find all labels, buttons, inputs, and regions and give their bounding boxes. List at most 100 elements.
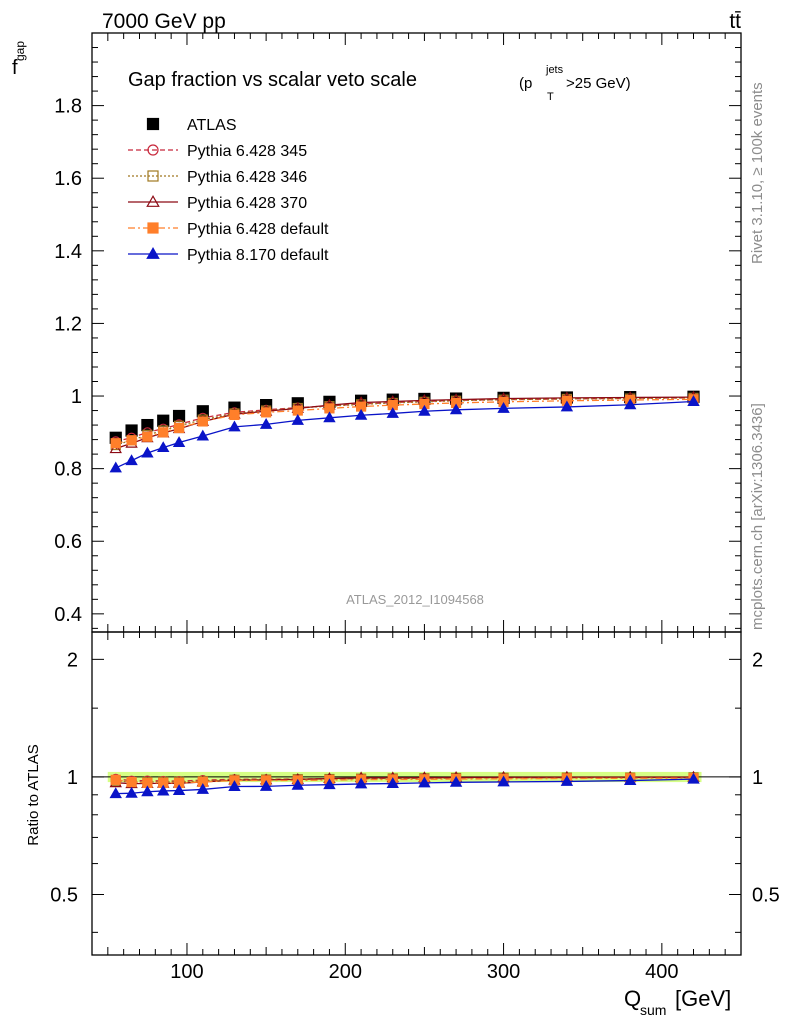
ratio-point — [291, 778, 304, 790]
legend-label: ATLAS — [187, 117, 237, 134]
data-point — [497, 401, 510, 413]
title-cut-close: >25 GeV) — [566, 75, 631, 92]
ratio-point — [110, 774, 121, 785]
legend-marker — [147, 222, 159, 234]
mcplots-reference-label: mcplots.cern.ch [arXiv:1306.3436] — [749, 403, 766, 630]
data-point — [126, 435, 137, 446]
ratio-point — [560, 775, 574, 786]
y-tick-label: 0.8 — [54, 459, 82, 481]
data-point — [197, 416, 208, 427]
legend-item: ATLAS — [146, 117, 237, 134]
ratio-series-5 — [109, 772, 700, 799]
ratio-point — [109, 787, 122, 799]
x-tick-label: 300 — [487, 961, 520, 983]
ratio-point — [687, 772, 700, 784]
ratio-point — [228, 780, 241, 791]
data-point — [142, 431, 153, 442]
title-cut-sub: T — [547, 91, 554, 103]
y-tick-label: 0.6 — [54, 531, 82, 553]
ratio-tick-label-right: 2 — [752, 649, 763, 671]
data-point — [292, 405, 303, 416]
data-point — [109, 461, 122, 473]
series-5 — [109, 395, 700, 473]
y-tick-label: 1.2 — [54, 313, 82, 335]
data-point — [172, 436, 186, 447]
legend-marker — [146, 247, 160, 259]
ratio-tick-label-right: 0.5 — [752, 885, 780, 907]
legend-label: Pythia 6.428 345 — [187, 143, 307, 160]
data-point — [173, 422, 185, 434]
data-point — [386, 407, 399, 418]
y-tick-label: 1.4 — [54, 241, 82, 263]
ratio-point — [172, 784, 186, 796]
y-axis: 0.4 0.6 0.8 1 1.2 1.4 1.6 1.8 — [54, 47, 741, 629]
x-axis-label: Q sum [GeV] — [624, 986, 731, 1018]
y-tick-label: 1.8 — [54, 96, 82, 118]
process-label: tt̄ — [729, 10, 741, 33]
y-tick-label: 1.6 — [54, 168, 82, 190]
analysis-tag: ATLAS_2012_I1094568 — [346, 592, 484, 607]
legend-marker — [147, 170, 159, 182]
data-point — [291, 413, 304, 425]
data-point — [323, 411, 336, 423]
ratio-point — [141, 785, 154, 797]
ratio-tick-label: 2 — [67, 649, 78, 671]
data-point — [125, 424, 138, 437]
rivet-version-label: Rivet 3.1.10, ≥ 100k events — [749, 82, 766, 264]
legend: ATLAS Pythia 6.428 345 Pythia 6.428 346 Pyt… — [128, 117, 329, 264]
legend-item: Pythia 6.428 346 — [128, 169, 307, 186]
ratio-tick-label-right: 1 — [752, 767, 763, 789]
legend-marker — [146, 117, 160, 131]
data-point — [141, 418, 154, 432]
energy-label: 7000 GeV pp — [102, 10, 226, 33]
data-point — [141, 446, 154, 458]
data-point — [157, 441, 170, 453]
y-axis-label-main: f — [12, 57, 18, 79]
data-point — [110, 438, 121, 449]
legend-label: Pythia 8.170 default — [187, 247, 329, 264]
legend-label: Pythia 6.428 370 — [187, 195, 307, 212]
legend-item: Pythia 6.428 default — [128, 221, 329, 238]
data-point — [687, 395, 700, 406]
legend-item: Pythia 6.428 370 — [128, 195, 307, 212]
ratio-point — [418, 776, 431, 788]
data-point — [158, 427, 169, 438]
legend-item: Pythia 6.428 345 — [128, 143, 307, 160]
ratio-point — [196, 783, 210, 794]
x-axis: 100 200 300 400 — [107, 33, 726, 983]
ratio-point — [354, 777, 368, 789]
data-point — [229, 409, 240, 421]
data-point — [623, 398, 637, 410]
data-point — [354, 408, 368, 420]
legend-marker — [147, 144, 159, 156]
title-cut-label: (p jets T >25 GeV) — [519, 64, 631, 103]
y-tick-label: 0.4 — [54, 604, 82, 626]
x-axis-label-unit: [GeV] — [675, 986, 731, 1011]
x-axis-label-main: Q — [624, 986, 641, 1011]
data-point — [449, 403, 463, 415]
legend-label: Pythia 6.428 default — [187, 221, 329, 238]
ratio-tick-label: 0.5 — [50, 885, 78, 907]
data-point — [125, 454, 138, 466]
ratio-point — [259, 780, 273, 791]
y-axis-label: f gap — [12, 41, 27, 79]
main-plot-frame — [91, 32, 742, 633]
ratio-point — [623, 774, 637, 786]
y-tick-label: 1 — [71, 386, 82, 408]
data-point — [259, 417, 273, 429]
ratio-plot-frame — [91, 631, 742, 956]
ratio-point — [386, 777, 399, 789]
title-cut-open: (p — [519, 75, 532, 92]
data-point — [418, 404, 431, 416]
x-axis-label-sub: sum — [640, 1002, 666, 1018]
ratio-axis: 0.5 0.5 1 1 2 2 — [50, 649, 780, 933]
legend-label: Pythia 6.428 346 — [187, 169, 307, 186]
legend-item: Pythia 8.170 default — [128, 247, 329, 264]
x-tick-label: 100 — [170, 961, 203, 983]
ratio-point — [126, 776, 137, 788]
y-axis-label-sub: gap — [13, 41, 27, 61]
plot-title: Gap fraction vs scalar veto scale — [128, 69, 417, 91]
data-point — [196, 429, 210, 441]
ratio-point — [157, 784, 170, 796]
